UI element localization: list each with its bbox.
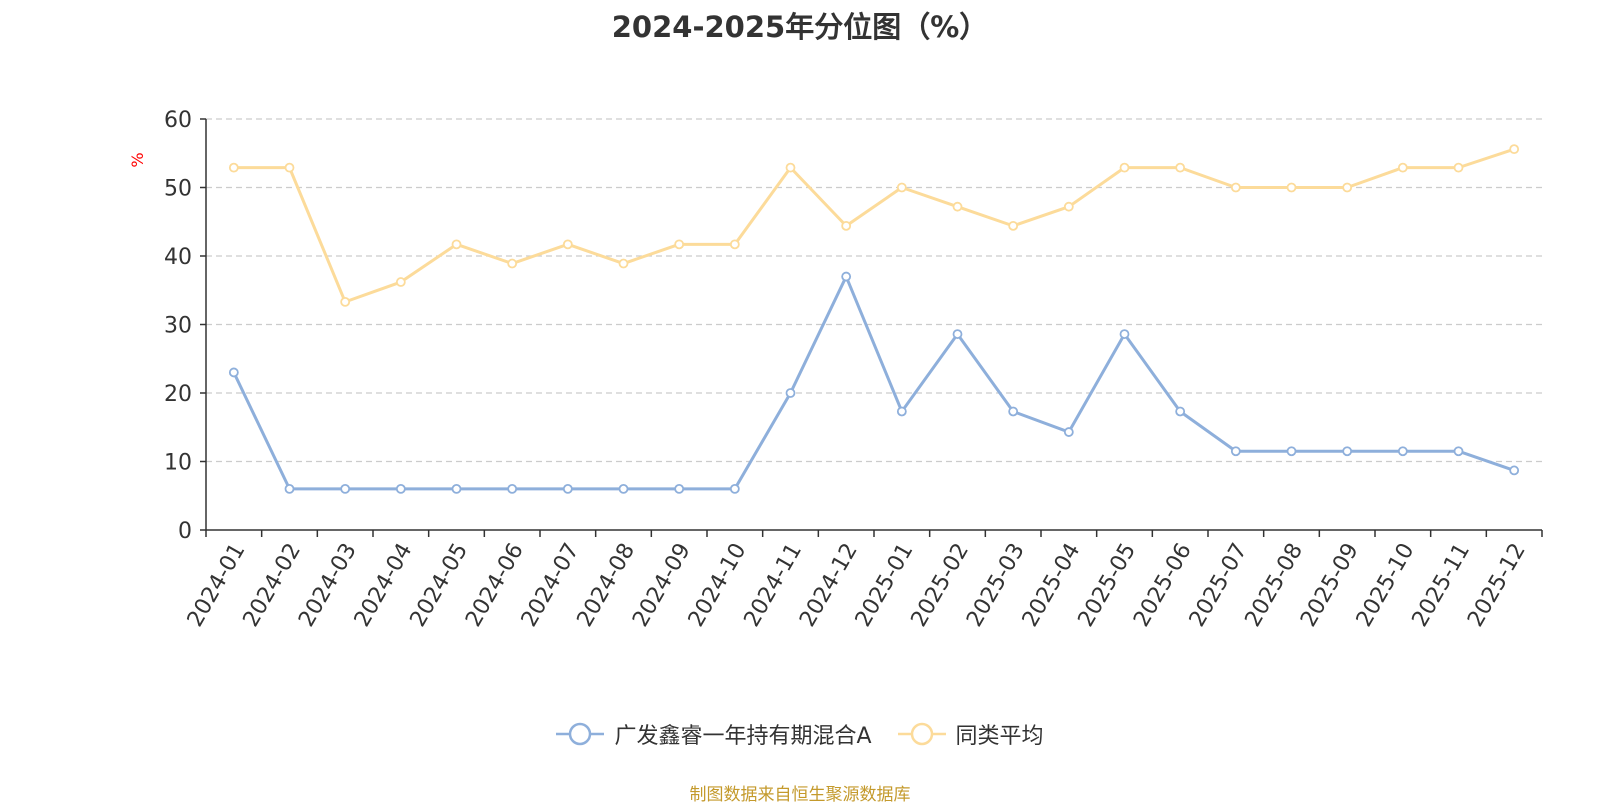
data-point <box>618 483 629 494</box>
legend-swatch-marker <box>569 722 592 746</box>
legend-swatch-icon <box>897 722 946 746</box>
data-point <box>562 483 573 494</box>
legend-item[interactable]: 同类平均 <box>897 718 1044 750</box>
data-point <box>1230 446 1241 457</box>
chart-title: 2024-2025年分位图（%） <box>611 10 989 44</box>
data-point <box>1342 446 1353 457</box>
legend-swatch-icon <box>556 722 605 746</box>
data-point <box>340 296 351 307</box>
y-tick-label: 30 <box>164 314 192 339</box>
y-tick-label: 20 <box>164 382 192 407</box>
series-0 <box>228 271 1520 494</box>
data-point <box>952 329 963 339</box>
legend-swatch-marker <box>910 722 933 746</box>
data-point <box>1230 182 1241 193</box>
legend-item[interactable]: 广发鑫睿一年持有期混合A <box>556 718 872 750</box>
series-line <box>233 147 1515 304</box>
data-point <box>729 483 740 494</box>
data-point <box>785 388 796 398</box>
data-point <box>1175 162 1186 173</box>
data-point <box>841 220 852 231</box>
data-point <box>1119 329 1130 339</box>
data-point <box>228 367 239 378</box>
data-point <box>1509 144 1520 155</box>
data-point <box>674 239 685 250</box>
data-point <box>1453 446 1464 457</box>
data-point <box>1509 465 1520 476</box>
data-point <box>841 271 852 282</box>
data-point <box>228 162 239 173</box>
data-point <box>674 483 685 494</box>
source-note: 制图数据来自恒生聚源数据库 <box>689 785 911 805</box>
data-point <box>284 483 295 494</box>
data-point <box>1119 162 1130 173</box>
legend: 广发鑫睿一年持有期混合A 同类平均 <box>0 718 1600 750</box>
data-point <box>1063 427 1074 437</box>
series-1 <box>228 144 1520 307</box>
series-lines <box>228 144 1520 494</box>
y-tick-label: 40 <box>164 245 192 270</box>
data-point <box>618 258 629 269</box>
data-point <box>1397 162 1408 173</box>
legend-label: 同类平均 <box>955 724 1044 749</box>
data-point <box>451 239 462 250</box>
y-tick-label: 10 <box>164 451 192 476</box>
data-point <box>1063 201 1074 212</box>
y-tick-label: 60 <box>164 108 192 133</box>
data-point <box>1286 182 1297 193</box>
y-tick-label: 50 <box>164 177 192 202</box>
data-point <box>507 258 518 269</box>
data-point <box>451 483 462 494</box>
legend-label: 广发鑫睿一年持有期混合A <box>614 724 872 749</box>
data-point <box>395 277 406 287</box>
data-point <box>952 201 963 212</box>
data-point <box>729 239 740 250</box>
data-point <box>395 483 406 494</box>
data-point <box>896 182 907 193</box>
data-point <box>896 406 907 417</box>
data-point <box>340 483 351 494</box>
data-point <box>785 162 796 173</box>
data-point <box>562 239 573 250</box>
y-tick-label: 0 <box>178 519 192 544</box>
data-point <box>1008 220 1019 231</box>
line-chart: 01020304050602024-012024-022024-032024-0… <box>128 108 1543 631</box>
data-point <box>1175 406 1186 417</box>
gridlines <box>206 118 1542 463</box>
data-point <box>284 162 295 173</box>
y-axis-label: % <box>128 152 147 167</box>
data-point <box>507 483 518 494</box>
data-point <box>1342 182 1353 193</box>
data-point <box>1008 406 1019 417</box>
series-line <box>232 275 1515 491</box>
data-point <box>1453 162 1464 173</box>
data-point <box>1397 446 1408 457</box>
data-point <box>1286 446 1297 457</box>
